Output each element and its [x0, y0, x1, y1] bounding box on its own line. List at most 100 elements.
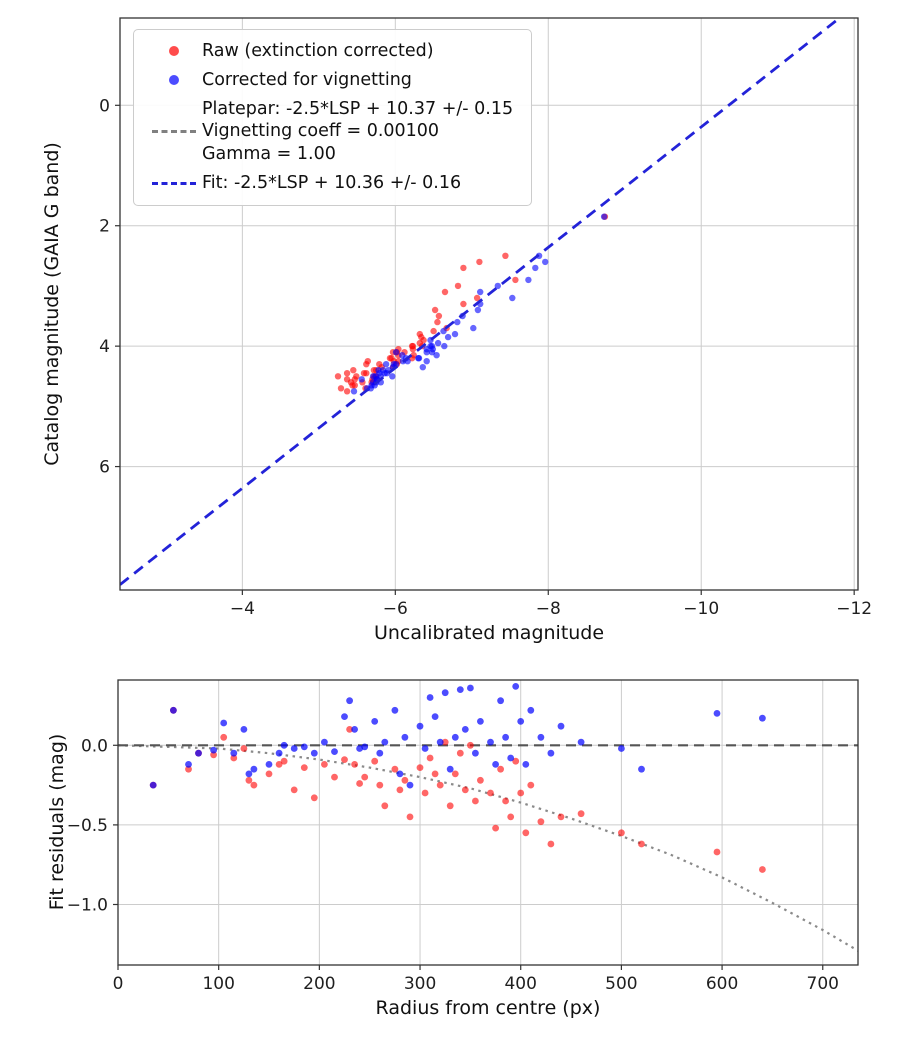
scatter-point [525, 276, 532, 284]
scatter-point [361, 743, 369, 751]
x-tick-label: 600 [706, 974, 738, 994]
scatter-point [421, 789, 429, 797]
legend: Raw (extinction corrected) Corrected for… [133, 29, 533, 206]
scatter-point [390, 361, 397, 368]
scatter-point [441, 738, 449, 746]
scatter-point [396, 786, 404, 794]
scatter-point [456, 749, 464, 757]
scatter-point [185, 765, 192, 773]
scatter-point [423, 349, 430, 356]
scatter-point [170, 706, 177, 714]
x-tick-label: 100 [202, 974, 234, 994]
top-yaxis-label: Catalog magnitude (GAIA G band) [41, 142, 63, 466]
scatter-point [522, 761, 530, 768]
scatter-point [356, 780, 363, 787]
scatter-point [408, 342, 416, 350]
scatter-point [275, 749, 283, 757]
scatter-point [577, 810, 585, 818]
scatter-point [547, 749, 555, 757]
x-tick-label: −12 [836, 599, 872, 619]
scatter-point [350, 367, 357, 374]
scatter-point [428, 342, 436, 350]
y-tick-label: 0.0 [81, 736, 108, 756]
scatter-point [618, 829, 625, 837]
y-tick-label: 4 [99, 337, 110, 357]
scatter-point [497, 765, 504, 773]
scatter-point [382, 361, 390, 368]
scatter-point [376, 361, 383, 368]
vignetting-model-coeff-0-00100--line [118, 744, 858, 952]
scatter-point [388, 355, 395, 362]
x-tick-label: −8 [536, 599, 561, 619]
scatter-point [416, 330, 423, 338]
scatter-point [396, 770, 404, 778]
scatter-point [487, 789, 494, 797]
scatter-point [341, 713, 348, 720]
scatter-point [240, 726, 248, 733]
scatter-point [434, 318, 441, 326]
scatter-point [381, 802, 389, 810]
scatter-point [473, 294, 481, 302]
legend-label-raw: Raw (extinction corrected) [202, 41, 434, 61]
scatter-point [512, 276, 519, 284]
scatter-point [331, 748, 338, 755]
scatter-point [376, 781, 384, 789]
scatter-point [376, 749, 384, 757]
scatter-point [290, 745, 298, 752]
scatter-point [537, 733, 545, 741]
scatter-point [461, 726, 469, 733]
legend-entry-corrected: Corrected for vignetting [146, 69, 513, 92]
scatter-point [290, 786, 298, 794]
scatter-point [401, 776, 409, 784]
scatter-point [356, 745, 363, 752]
scatter-point [470, 324, 477, 332]
scatter-point [230, 754, 238, 762]
scatter-point [428, 349, 436, 356]
scatter-point [492, 824, 499, 832]
x-tick-label: 0 [113, 974, 124, 994]
scatter-point [419, 364, 426, 371]
scatter-point [346, 726, 353, 733]
y-tick-label: 2 [99, 217, 110, 237]
scatter-point [435, 312, 443, 320]
y-tick-label: 6 [99, 458, 110, 478]
scatter-point [431, 713, 439, 720]
scatter-point [210, 751, 218, 759]
scatter-point [392, 349, 400, 356]
scatter-point [638, 765, 645, 773]
scatter-point [358, 376, 365, 383]
scatter-point [451, 770, 459, 778]
legend-entry-platepar: Platepar: -2.5*LSP + 10.37 +/- 0.15 Vign… [146, 98, 513, 166]
scatter-point [195, 749, 202, 757]
scatter-point [351, 761, 358, 768]
y-tick-label: −1.0 [67, 895, 108, 915]
fit-dash-icon [152, 181, 196, 185]
scatter-point [600, 213, 608, 220]
scatter-point [440, 327, 447, 335]
scatter-point [361, 773, 369, 781]
series-group [120, 18, 842, 586]
scatter-point [341, 756, 348, 763]
scatter-point [477, 288, 484, 296]
scatter-point [371, 757, 379, 765]
scatter-point [436, 738, 444, 746]
scatter-point [502, 797, 509, 805]
x-tick-label: −4 [230, 599, 255, 619]
scatter-point [547, 840, 555, 848]
bottom-xaxis-label: Radius from centre (px) [375, 997, 601, 1019]
scatter-point [517, 789, 525, 797]
scatter-point [638, 840, 645, 848]
scatter-point [265, 770, 273, 778]
top-xaxis-label: Uncalibrated magnitude [373, 622, 605, 644]
legend-entry-fit: Fit: -2.5*LSP + 10.36 +/- 0.16 [146, 172, 513, 195]
scatter-point [456, 686, 464, 693]
scatter-point [426, 754, 434, 762]
scatter-point [557, 722, 565, 730]
scatter-point [401, 733, 409, 741]
scatter-point [507, 813, 515, 821]
scatter-point [472, 797, 479, 805]
scatter-point [477, 776, 484, 784]
scatter-point [321, 761, 328, 768]
scatter-point [494, 282, 501, 290]
scatter-point [334, 373, 342, 380]
